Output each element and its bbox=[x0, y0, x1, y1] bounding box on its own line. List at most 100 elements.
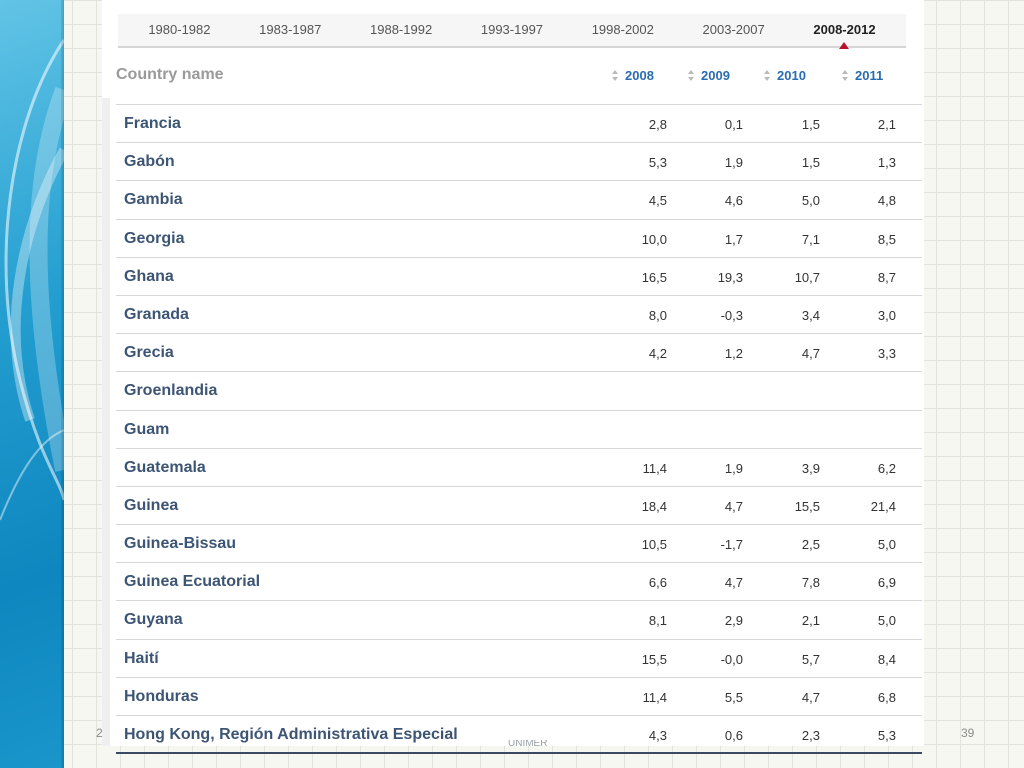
table-header: Country name 2008 2009 2010 2011 bbox=[116, 56, 906, 96]
table-row: Granada 8,0 -0,3 3,4 3,0 bbox=[116, 296, 922, 335]
tab-label: 1998-2002 bbox=[591, 22, 654, 37]
tab-period-1998-2002[interactable]: 1998-2002 bbox=[588, 13, 658, 47]
value-cell-2010: 7,8 bbox=[801, 575, 820, 591]
value-cell-2010: 10,7 bbox=[794, 269, 820, 285]
table-row: Guinea Ecuatorial 6,6 4,7 7,8 6,9 bbox=[116, 563, 922, 602]
country-link[interactable]: Georgia bbox=[124, 229, 185, 247]
country-link[interactable]: Guinea-Bissau bbox=[124, 535, 237, 553]
value-cell-2011: 4,8 bbox=[877, 193, 896, 209]
year-header-2011[interactable]: 2011 bbox=[842, 68, 883, 83]
tab-period-1980-1982[interactable]: 1980-1982 bbox=[144, 13, 214, 47]
country-link[interactable]: Haití bbox=[124, 649, 159, 667]
table-row: Haití 15,5 -0,0 5,7 8,4 bbox=[116, 640, 922, 678]
value-cell-2011: 8,4 bbox=[877, 651, 896, 667]
sort-icon bbox=[842, 70, 849, 81]
value-cell-2010: 1,5 bbox=[801, 117, 820, 132]
value-cell-2008: 11,4 bbox=[642, 689, 667, 705]
value-cell-2008: 10,0 bbox=[641, 231, 667, 247]
value-cell-2009: 4,7 bbox=[724, 498, 743, 514]
value-cell-2008: 15,5 bbox=[641, 651, 667, 667]
country-link[interactable]: Granada bbox=[124, 305, 189, 323]
country-link[interactable]: Hong Kong, Región Administrativa Especia… bbox=[124, 726, 458, 743]
value-cell-2011: 2,1 bbox=[877, 117, 896, 132]
year-header-2009[interactable]: 2009 bbox=[688, 68, 730, 83]
value-cell-2008: 4,2 bbox=[648, 346, 667, 362]
country-link[interactable]: Gabón bbox=[124, 153, 175, 171]
value-cell-2009: 5,5 bbox=[724, 689, 743, 705]
value-cell-2008: 10,5 bbox=[641, 537, 667, 553]
value-cell-2011: 6,8 bbox=[877, 689, 896, 705]
table-row: Ghana 16,5 19,3 10,7 8,7 bbox=[116, 258, 922, 296]
footer-date: 2 bbox=[96, 726, 103, 740]
tab-label: 2003-2007 bbox=[702, 22, 765, 37]
tab-period-1988-1992[interactable]: 1988-1992 bbox=[366, 13, 436, 47]
tab-period-2003-2007[interactable]: 2003-2007 bbox=[699, 13, 769, 47]
value-cell-2009: -0,0 bbox=[720, 651, 743, 667]
value-cell-2008: 4,5 bbox=[648, 193, 667, 209]
value-cell-2008: 18,4 bbox=[641, 498, 667, 514]
sort-icon bbox=[688, 70, 695, 81]
value-cell-2011: 21,4 bbox=[870, 498, 896, 514]
value-cell-2009: 1,2 bbox=[724, 346, 743, 362]
country-link[interactable]: Guinea bbox=[124, 496, 179, 514]
value-cell-2008: 6,6 bbox=[648, 575, 667, 591]
country-link[interactable]: Groenlandia bbox=[124, 382, 218, 400]
value-cell-2010: 2,5 bbox=[801, 537, 820, 553]
footer-text: UNIMER bbox=[508, 740, 548, 749]
value-cell-2009: 19,3 bbox=[717, 269, 743, 285]
country-name-header[interactable]: Country name bbox=[116, 66, 224, 83]
tab-label: 2008-2012 bbox=[813, 22, 876, 37]
year-header-2010[interactable]: 2010 bbox=[764, 68, 806, 83]
value-cell-2009: 0,6 bbox=[724, 728, 743, 743]
tab-label: 1988-1992 bbox=[370, 22, 433, 37]
table-row: Gambia 4,5 4,6 5,0 4,8 bbox=[116, 181, 922, 220]
value-cell-2010: 2,1 bbox=[801, 613, 820, 629]
value-cell-2009: 0,1 bbox=[724, 117, 743, 132]
country-link[interactable]: Grecia bbox=[124, 344, 174, 362]
table-row: Hong Kong, Región Administrativa Especia… bbox=[116, 716, 922, 755]
value-cell-2008: 2,8 bbox=[648, 117, 667, 132]
table-card bbox=[102, 0, 924, 746]
value-cell-2011: 5,0 bbox=[877, 613, 896, 629]
country-link[interactable]: Honduras bbox=[124, 687, 199, 705]
table-row: Guinea 18,4 4,7 15,5 21,4 bbox=[116, 487, 922, 526]
country-link[interactable]: Guam bbox=[124, 420, 170, 438]
value-cell-2011: 6,2 bbox=[877, 460, 896, 476]
slide-number: 39 bbox=[961, 726, 975, 740]
year-header-2008[interactable]: 2008 bbox=[612, 68, 654, 83]
table-row: Honduras 11,4 5,5 4,7 6,8 bbox=[116, 678, 922, 716]
tab-period-1983-1987[interactable]: 1983-1987 bbox=[255, 13, 325, 47]
decorative-side-band bbox=[0, 0, 64, 768]
triangle-up-icon bbox=[839, 42, 850, 49]
value-cell-2010: 15,5 bbox=[794, 498, 820, 514]
country-link[interactable]: Guatemala bbox=[124, 458, 206, 476]
country-link[interactable]: Guinea Ecuatorial bbox=[124, 573, 261, 591]
country-link[interactable]: Gambia bbox=[124, 191, 183, 209]
table-row: Grecia 4,2 1,2 4,7 3,3 bbox=[116, 334, 922, 373]
value-cell-2011: 5,3 bbox=[877, 728, 896, 743]
value-cell-2010: 5,7 bbox=[801, 651, 820, 667]
value-cell-2010: 4,7 bbox=[801, 689, 820, 705]
value-cell-2009: 1,7 bbox=[724, 231, 743, 247]
value-cell-2009: 2,9 bbox=[724, 613, 743, 629]
value-cell-2011: 6,9 bbox=[877, 575, 896, 591]
data-table: Francia 2,8 0,1 1,5 2,1 Gabón 5,3 1,9 1,5 1,3 Gamb… bbox=[116, 104, 922, 755]
sort-icon bbox=[764, 70, 771, 81]
country-link[interactable]: Francia bbox=[124, 115, 181, 132]
value-cell-2010: 3,4 bbox=[801, 307, 820, 323]
value-cell-2010: 7,1 bbox=[801, 231, 820, 247]
value-cell-2008: 11,4 bbox=[642, 460, 667, 476]
country-link[interactable]: Ghana bbox=[124, 267, 174, 285]
table-row: Guam bbox=[116, 411, 922, 449]
table-row: Guyana 8,1 2,9 2,1 5,0 bbox=[116, 601, 922, 640]
country-link[interactable]: Guyana bbox=[124, 611, 183, 629]
value-cell-2009: 4,7 bbox=[724, 575, 743, 591]
value-cell-2009: 1,9 bbox=[724, 155, 743, 171]
value-cell-2008: 8,1 bbox=[648, 613, 667, 629]
value-cell-2009: 4,6 bbox=[724, 193, 743, 209]
value-cell-2011: 8,7 bbox=[877, 269, 896, 285]
tab-period-2008-2012[interactable]: 2008-2012 bbox=[809, 13, 879, 49]
tab-period-1993-1997[interactable]: 1993-1997 bbox=[477, 13, 547, 47]
value-cell-2008: 5,3 bbox=[648, 155, 667, 171]
value-cell-2010: 2,3 bbox=[801, 728, 820, 743]
